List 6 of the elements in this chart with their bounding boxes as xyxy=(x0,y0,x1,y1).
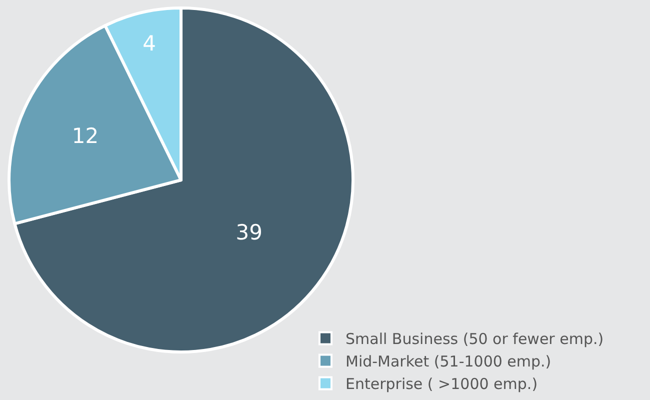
legend-label: Enterprise ( >1000 emp.) xyxy=(346,375,538,394)
legend-label: Small Business (50 or fewer emp.) xyxy=(346,330,604,348)
data-label: 39 xyxy=(236,220,262,245)
legend-label: Mid-Market (51-1000 emp.) xyxy=(346,352,552,371)
data-label: 4 xyxy=(142,31,156,56)
data-label: 12 xyxy=(72,124,99,148)
